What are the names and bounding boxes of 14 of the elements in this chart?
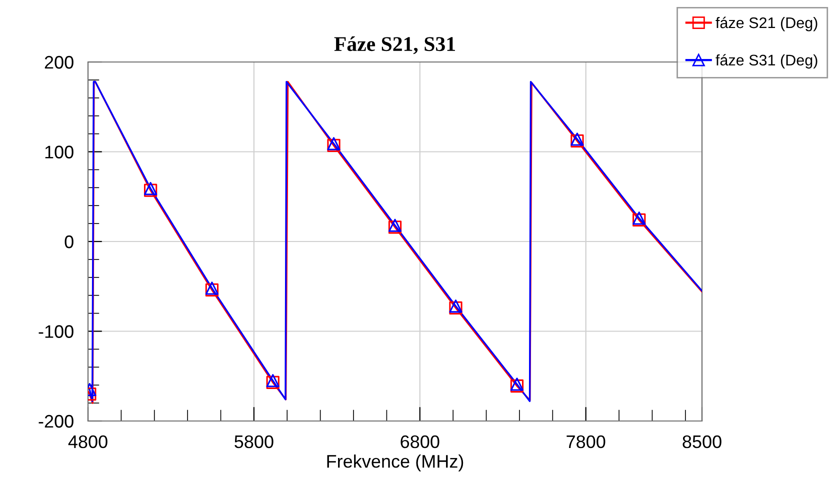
legend-label: fáze S31 (Deg) [716,54,818,69]
x-tick-label: 5800 [234,435,274,448]
x-tick-label: 6800 [400,435,440,448]
y-tick-label: 0 [64,235,74,248]
x-tick-label: 4800 [68,435,108,448]
x-tick-label: 8500 [682,435,722,448]
chart-title: Fáze S21, S31 [334,36,455,54]
y-tick-label: 100 [45,146,74,158]
x-tick-label: 7800 [566,435,606,448]
y-tick-label: 200 [44,56,74,69]
y-tick-label: -100 [38,325,74,338]
y-tick-label: -200 [38,414,74,428]
x-axis-title: Frekvence (MHz) [327,454,464,472]
legend-label: fáze S21 (Deg) [716,16,818,32]
